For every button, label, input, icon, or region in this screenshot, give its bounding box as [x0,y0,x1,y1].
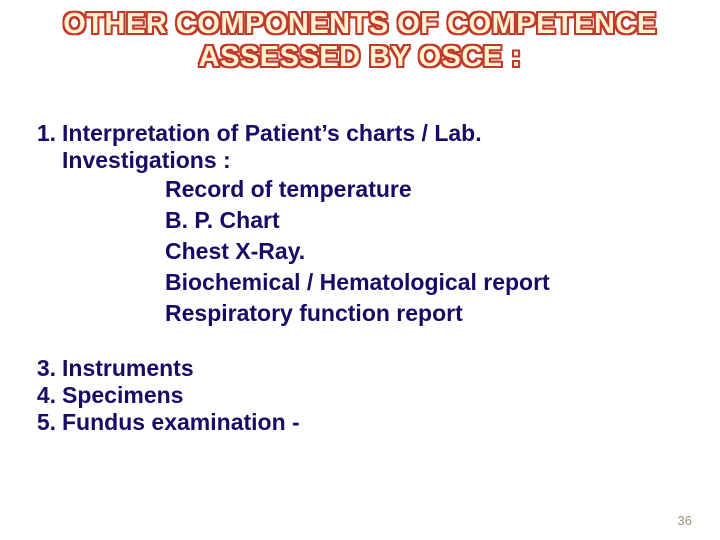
item-text-line: Investigations : [62,147,231,173]
sub-item: Respiratory function report [165,298,700,329]
item-number: 4. [20,382,62,409]
item-text-line: Interpretation of Patient’s charts / Lab… [62,120,482,146]
item-number: 3. [20,355,62,382]
list-item: 1. Interpretation of Patient’s charts / … [20,120,700,174]
item-text: Fundus examination - [62,409,700,436]
list-item: 3. Instruments [20,355,700,382]
slide: OTHER COMPONENTS OF COMPETENCE ASSESSED … [0,0,720,540]
page-number: 36 [678,513,692,528]
item-text: Interpretation of Patient’s charts / Lab… [62,120,700,174]
sub-item: Chest X-Ray. [165,236,700,267]
title-line-2: ASSESSED BY OSCE : [0,41,720,74]
list-item: 4. Specimens [20,382,700,409]
sub-item: Record of temperature [165,174,700,205]
item-text: Specimens [62,382,700,409]
sub-item: B. P. Chart [165,205,700,236]
slide-body: 1. Interpretation of Patient’s charts / … [20,120,700,436]
item-number: 1. [20,120,62,174]
sub-item: Biochemical / Hematological report [165,267,700,298]
title-line-1: OTHER COMPONENTS OF COMPETENCE [0,8,720,41]
spacer [20,329,700,355]
list-item: 5. Fundus examination - [20,409,700,436]
sub-list: Record of temperature B. P. Chart Chest … [165,174,700,329]
item-text: Instruments [62,355,700,382]
item-number: 5. [20,409,62,436]
slide-title: OTHER COMPONENTS OF COMPETENCE ASSESSED … [0,8,720,75]
